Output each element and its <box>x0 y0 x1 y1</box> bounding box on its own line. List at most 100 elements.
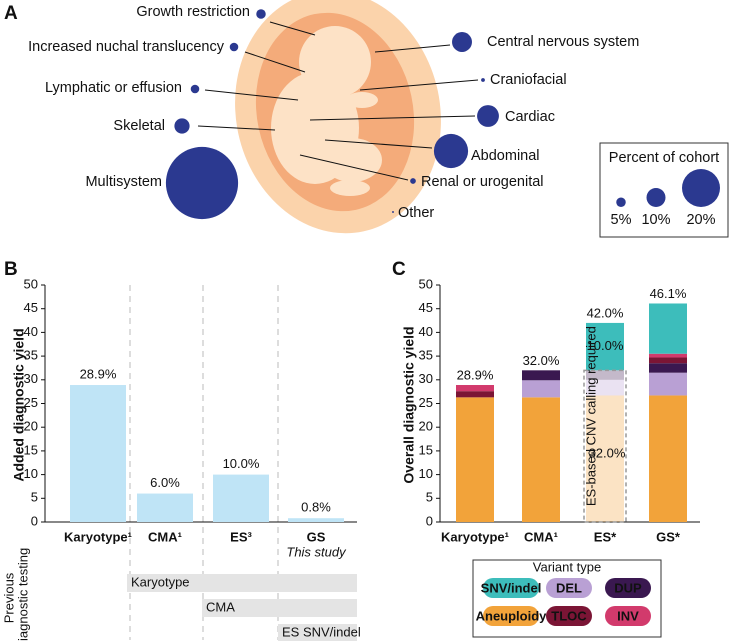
y-tick-label: 20 <box>24 419 38 434</box>
y-tick-label: 30 <box>419 371 433 386</box>
previous-testing-bar <box>127 574 357 592</box>
leader-line <box>374 44 451 53</box>
bubble-label: Craniofacial <box>490 72 567 88</box>
value-label: 10.0% <box>223 456 260 471</box>
x-tick-label: Karyotype¹ <box>441 529 509 544</box>
bubble-label: Cardiac <box>505 109 555 125</box>
y-tick-label: 20 <box>419 419 433 434</box>
y-tick-label: 35 <box>419 348 433 363</box>
bar-segment <box>649 372 687 396</box>
legend-swatch <box>605 606 651 626</box>
legend-swatch <box>483 578 539 598</box>
bar-segment <box>522 380 560 398</box>
y-tick-label: 10 <box>419 466 433 481</box>
bubble-label: Other <box>398 205 434 221</box>
size-legend-bubble <box>616 197 626 207</box>
value-label: 28.9% <box>80 366 117 381</box>
bubble <box>392 211 394 213</box>
bubble <box>410 178 416 184</box>
legend-swatch <box>546 578 592 598</box>
total-label: 42.0% <box>587 305 624 320</box>
bubble <box>256 9 266 19</box>
legend-label: SNV/indel <box>481 580 542 595</box>
leader-line <box>309 115 476 121</box>
y-axis-label: Overall diagnostic yield <box>401 326 417 483</box>
leader-lines <box>197 21 479 181</box>
leader-line <box>197 125 276 131</box>
y-tick-label: 15 <box>24 442 38 457</box>
bar-segment <box>649 363 687 373</box>
legend-label: DEL <box>556 580 582 595</box>
previous-testing-title: Previous <box>1 572 16 623</box>
y-tick-label: 15 <box>419 442 433 457</box>
x-tick-label: ES* <box>594 529 617 544</box>
y-tick-label: 40 <box>419 324 433 339</box>
bar-segment <box>586 322 624 371</box>
previous-testing-title: diagnostic testing <box>15 548 30 641</box>
bar-segment <box>649 357 687 364</box>
legend-label: DUP <box>614 580 642 595</box>
legend-swatch <box>546 606 592 626</box>
x-tick-label: GS <box>307 529 326 544</box>
bar-segment <box>522 397 560 522</box>
bar <box>70 385 126 522</box>
x-tick-label: CMA¹ <box>524 529 558 544</box>
y-tick-label: 0 <box>426 513 433 528</box>
bubble-label: Abdominal <box>471 148 540 164</box>
bubble <box>481 78 485 82</box>
value-label: 0.8% <box>301 500 331 515</box>
bar-segment <box>456 385 494 392</box>
total-label: 28.9% <box>457 367 494 382</box>
bubble-label: Lymphatic or effusion <box>45 80 182 96</box>
previous-testing-bar <box>278 624 357 641</box>
previous-testing-label: CMA <box>206 599 235 614</box>
bar-segment <box>586 370 624 380</box>
bubble <box>174 118 190 134</box>
bar-segment <box>586 379 624 396</box>
x-tick-label: Karyotype¹ <box>64 529 132 544</box>
fetus-illustration <box>235 0 441 234</box>
x-tick-label: ES³ <box>230 529 252 544</box>
bar-segment <box>456 397 494 522</box>
previous-testing-label: ES SNV/indel <box>282 624 361 639</box>
total-label: 46.1% <box>650 286 687 301</box>
y-tick-label: 45 <box>419 300 433 315</box>
leader-line <box>204 89 299 101</box>
bar <box>213 474 269 522</box>
size-legend-title: Percent of cohort <box>609 150 719 166</box>
legend-label: TLOC <box>551 608 587 623</box>
bubble <box>229 42 239 52</box>
y-tick-label: 5 <box>426 490 433 505</box>
legend-swatch <box>483 606 539 626</box>
y-tick-label: 30 <box>24 371 38 386</box>
y-tick-label: 50 <box>24 276 38 291</box>
size-legend-bubble <box>646 188 666 207</box>
value-label: 6.0% <box>150 475 180 490</box>
size-legend-bubble <box>682 169 720 207</box>
bar <box>137 493 193 522</box>
bar-segment <box>649 395 687 522</box>
bubble <box>433 133 469 169</box>
bubble-label: Skeletal <box>113 118 165 134</box>
panel-label: A <box>4 3 18 24</box>
dashed-box <box>583 369 627 523</box>
segment-label: 10.0% <box>587 338 624 353</box>
previous-testing-label: Karyotype <box>131 574 190 589</box>
previous-testing-bar <box>202 599 357 617</box>
y-tick-label: 0 <box>31 513 38 528</box>
leader-line <box>269 21 316 36</box>
leader-line <box>359 79 479 91</box>
legend-label: Aneuploidy <box>476 608 548 623</box>
leader-line <box>244 51 306 73</box>
legend-label: INV <box>617 608 639 623</box>
bubble-label: Multisystem <box>85 174 162 190</box>
x-tick-label: GS* <box>656 529 681 544</box>
category-note: This study <box>286 544 347 559</box>
total-label: 32.0% <box>523 353 560 368</box>
y-tick-label: 25 <box>24 395 38 410</box>
legend-swatch <box>605 578 651 598</box>
bar-segment <box>522 370 560 381</box>
legend-title: Variant type <box>533 559 601 574</box>
bubble <box>452 32 472 52</box>
